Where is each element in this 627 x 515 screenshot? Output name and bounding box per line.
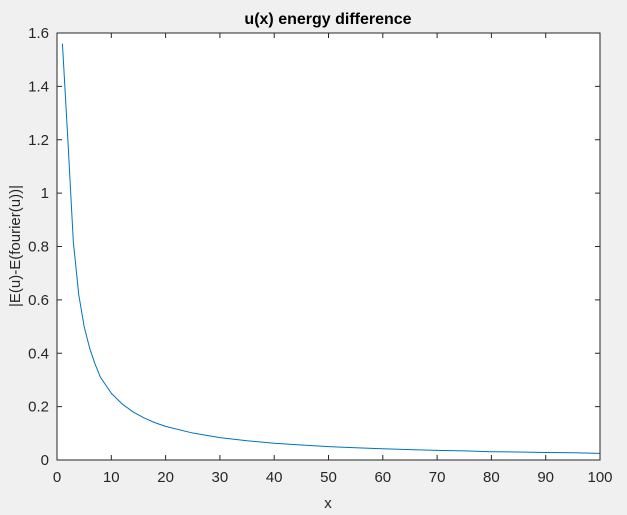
x-tick-label: 80 <box>483 469 500 486</box>
y-axis-label: |E(u)-E(fourier(u))| <box>7 185 24 307</box>
x-tick-label: 0 <box>53 469 61 486</box>
x-tick-label: 30 <box>212 469 229 486</box>
x-tick-label: 10 <box>103 469 120 486</box>
x-tick-label: 50 <box>320 469 337 486</box>
axes: 0 10 20 30 40 50 60 70 80 90 100 0 0.2 0.4 0.6 0.8 1 1.2 1… <box>28 25 612 486</box>
x-tick-label: 70 <box>429 469 446 486</box>
y-tick-label: 0.4 <box>28 345 49 362</box>
x-axis-label: x <box>324 495 332 510</box>
chart-title: u(x) energy difference <box>244 11 411 28</box>
y-tick-label: 1.6 <box>28 25 49 42</box>
x-tick-label: 60 <box>374 469 391 486</box>
y-tick-label: 1.4 <box>28 78 49 95</box>
y-tick-label: 0.6 <box>28 292 49 309</box>
x-tick-label: 20 <box>157 469 174 486</box>
y-tick-label: 0.2 <box>28 399 49 416</box>
y-tick-label: 0 <box>41 452 49 469</box>
plot-area <box>61 43 601 454</box>
x-tick-label: 40 <box>266 469 283 486</box>
x-tick-label: 90 <box>537 469 554 486</box>
y-tick-label: 1.2 <box>28 132 49 149</box>
y-tick-label: 0.8 <box>28 239 49 256</box>
axes-background <box>57 33 600 460</box>
y-tick-label: 1 <box>41 185 49 202</box>
x-tick-label: 100 <box>587 469 612 486</box>
series-line-0 <box>61 43 601 454</box>
